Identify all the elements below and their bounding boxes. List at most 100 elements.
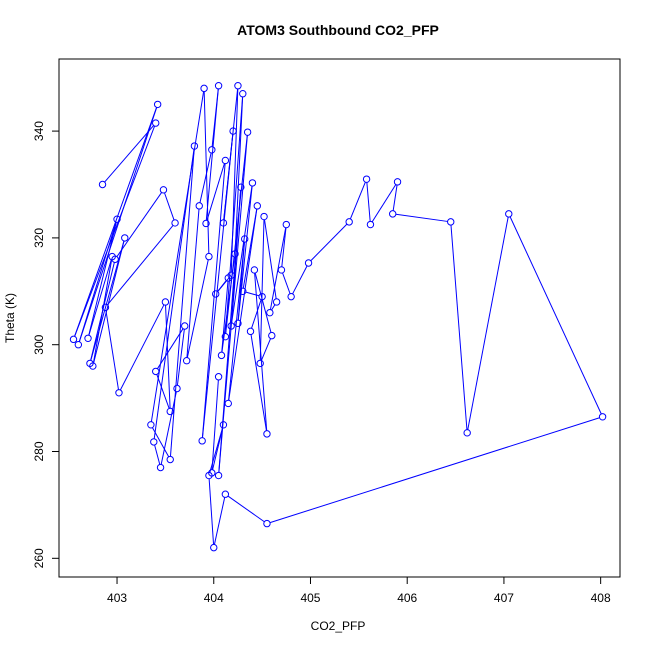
- series-segment: [160, 391, 177, 465]
- series-segment: [154, 444, 161, 465]
- data-point: [258, 292, 266, 301]
- series-segment: [264, 219, 277, 299]
- series-segment: [259, 219, 265, 361]
- series-segment: [509, 216, 602, 415]
- data-point: [287, 292, 295, 301]
- series-segment: [201, 163, 226, 438]
- series-segment: [228, 208, 258, 401]
- series-segment: [225, 96, 244, 334]
- data-point: [173, 384, 181, 393]
- y-tick-label: 260: [32, 548, 46, 568]
- series-segment: [78, 107, 158, 342]
- series-segment: [392, 184, 398, 211]
- series-segment: [90, 262, 115, 361]
- data-point: [221, 332, 230, 341]
- data-point: [256, 359, 264, 368]
- series-segment: [221, 281, 229, 353]
- series-segment: [119, 304, 165, 391]
- data-point: [200, 84, 208, 93]
- series-segment: [223, 88, 239, 220]
- data-point: [156, 463, 165, 472]
- series-segment: [237, 186, 253, 321]
- data-point: [190, 142, 199, 150]
- series-segment: [116, 192, 163, 257]
- series-segment: [254, 272, 272, 333]
- x-tick-label: 407: [494, 591, 514, 605]
- data-point: [86, 359, 94, 368]
- series-segment: [186, 209, 200, 358]
- data-point: [234, 82, 242, 90]
- series-segment: [150, 91, 205, 422]
- data-point: [505, 210, 513, 218]
- series-segment: [199, 152, 212, 203]
- series-segment: [88, 259, 112, 336]
- series-segment: [231, 185, 253, 323]
- series-segment: [349, 181, 366, 220]
- series-segment: [467, 216, 509, 430]
- data-point: [463, 429, 471, 437]
- series-segment: [164, 192, 175, 221]
- series-segment: [450, 225, 468, 430]
- data-point: [121, 234, 129, 242]
- data-point: [268, 331, 276, 340]
- data-point: [208, 469, 216, 477]
- data-point: [115, 389, 123, 397]
- data-point: [229, 127, 237, 135]
- data-point: [210, 543, 218, 552]
- data-point: [231, 250, 239, 258]
- series-points: [69, 82, 607, 552]
- y-axis-label: Theta (K): [3, 293, 17, 343]
- data-point: [221, 156, 230, 165]
- data-point: [248, 179, 257, 187]
- data-point: [221, 490, 230, 498]
- data-point: [198, 437, 206, 445]
- data-point: [237, 183, 245, 191]
- data-point: [202, 219, 210, 228]
- data-point: [393, 178, 402, 186]
- data-point: [166, 407, 174, 416]
- series-segment: [169, 149, 195, 457]
- series-segment: [292, 265, 308, 295]
- data-point: [150, 438, 158, 446]
- data-point: [181, 322, 189, 330]
- data-point: [219, 421, 228, 429]
- series-segment: [105, 310, 119, 390]
- data-point: [239, 287, 247, 295]
- series-segment: [208, 478, 215, 545]
- data-point: [250, 266, 259, 274]
- data-point: [266, 308, 274, 317]
- data-point: [234, 319, 242, 328]
- series-segment: [186, 259, 209, 358]
- y-tick-label: 320: [32, 228, 46, 248]
- data-point: [166, 455, 174, 464]
- plot-frame: [58, 58, 621, 578]
- x-tick-label: 408: [591, 591, 611, 605]
- data-point: [205, 252, 213, 261]
- series-segment: [366, 182, 371, 222]
- data-point: [214, 471, 223, 480]
- data-point: [598, 413, 607, 421]
- data-point: [98, 180, 107, 189]
- data-point: [217, 351, 226, 360]
- data-point: [84, 334, 92, 342]
- series-segment: [269, 417, 600, 524]
- data-point: [208, 146, 216, 154]
- data-point: [101, 303, 110, 312]
- y-tick-label: 280: [32, 441, 46, 461]
- series-segment: [156, 374, 170, 409]
- data-point: [447, 218, 455, 226]
- series-segment: [211, 379, 219, 470]
- series-segment: [217, 280, 227, 292]
- y-axis: 260 280 300 320 340: [32, 121, 59, 568]
- data-point: [214, 373, 223, 381]
- y-tick-label: 340: [32, 121, 46, 141]
- data-point: [153, 100, 162, 109]
- data-point: [224, 399, 232, 408]
- series-segment: [104, 125, 155, 183]
- series-segment: [153, 149, 195, 439]
- data-point: [345, 218, 353, 226]
- series-segment: [176, 329, 185, 386]
- series-segment: [242, 208, 258, 289]
- series-segment: [152, 427, 170, 457]
